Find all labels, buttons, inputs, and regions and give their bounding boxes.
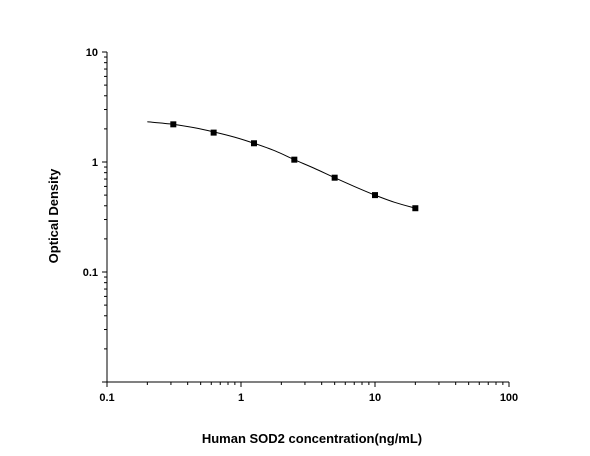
x-axis-title: Human SOD2 concentration(ng/mL) xyxy=(202,431,422,446)
x-tick-label: 0.1 xyxy=(99,392,114,404)
data-point xyxy=(412,205,419,212)
x-tick-label: 1 xyxy=(238,392,244,404)
data-points xyxy=(170,121,419,212)
y-tick-label: 10 xyxy=(86,47,98,59)
axes xyxy=(106,52,509,383)
y-tick-label: 1 xyxy=(92,157,98,169)
data-point xyxy=(331,174,338,181)
data-point xyxy=(372,192,378,199)
y-axis-title: Optical Density xyxy=(46,168,61,263)
data-point xyxy=(250,140,257,147)
data-point xyxy=(291,156,298,163)
data-point xyxy=(210,129,217,136)
x-tick-label: 10 xyxy=(369,392,381,404)
data-point xyxy=(170,121,177,128)
ticks: 0.1 1 10 100 0.1 1 10 xyxy=(83,47,518,404)
y-tick-label: 0.1 xyxy=(83,267,98,279)
x-tick-label: 100 xyxy=(500,392,518,404)
